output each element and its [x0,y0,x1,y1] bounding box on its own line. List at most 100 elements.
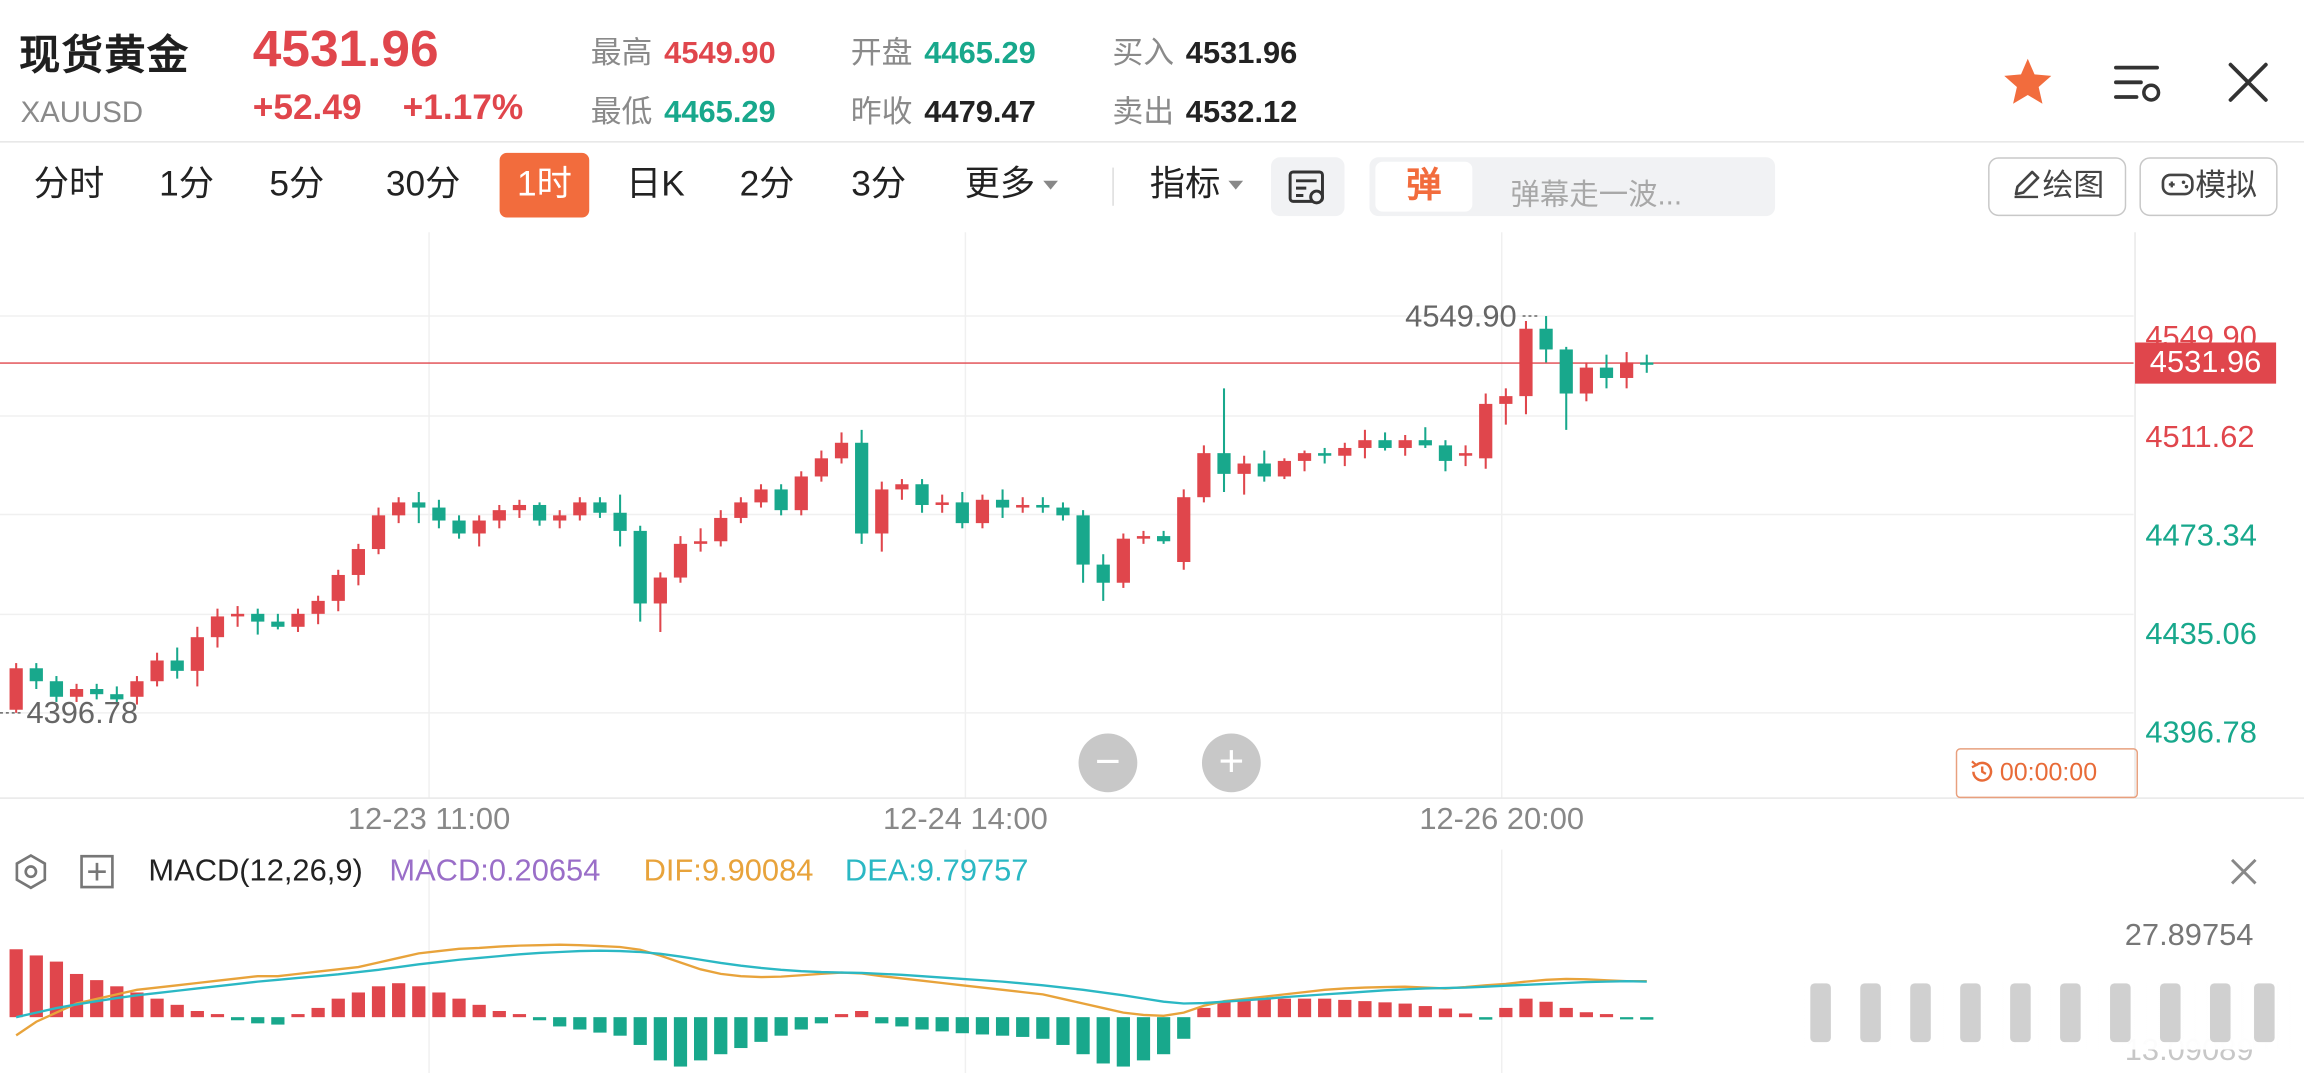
macd-bar [834,1014,849,1018]
pencil-icon [2014,170,2040,199]
macd-bar [1458,1013,1473,1018]
candle-body [1358,440,1372,448]
macd-bar [1620,1017,1634,1020]
macd-bar [1136,1017,1151,1061]
open-value: 4465.29 [924,36,1036,71]
scroll-pips-icon [1810,983,2275,1043]
simulate-button[interactable]: 模拟 [2139,157,2278,217]
layout-settings-button[interactable] [1271,157,1345,217]
macd-bar [1318,998,1332,1018]
candle [311,595,325,625]
tab-daily[interactable]: 日K [625,164,685,205]
candle-body [1559,349,1573,394]
candle [1479,393,1493,469]
macd-bar [1519,998,1533,1018]
macd-bar [895,1017,909,1027]
candle [915,479,929,513]
candle [593,497,607,518]
draw-button[interactable]: 绘图 [1988,157,2127,217]
macd-bar [69,973,84,1018]
macd-bar [1599,1014,1614,1018]
candle-body [875,489,889,534]
macd-bar [492,1010,506,1018]
macd-bar [633,1017,647,1045]
candle-body [210,616,225,638]
tab-3min[interactable]: 3分 [851,164,907,205]
candle [855,429,869,544]
macd-bar [875,1017,889,1024]
candle [895,479,909,500]
tab-1min[interactable]: 1分 [159,164,215,205]
macd-bar [1378,1002,1392,1018]
candle [210,608,225,648]
tab-fenshi[interactable]: 分时 [33,164,105,205]
candle-body [653,577,667,604]
macd-bar [935,1017,949,1032]
candle [633,525,647,622]
macd-bar [1438,1008,1453,1018]
macd-bar [774,1017,788,1036]
candle [1358,429,1372,459]
close-macd-icon[interactable] [2226,854,2261,889]
candle [351,543,365,586]
quote-open: 开盘 4465.29 [851,29,1036,73]
candle [170,647,184,679]
y-axis-tick: 4435.06 [2145,616,2257,651]
candle-body [1620,362,1634,378]
tab-2min[interactable]: 2分 [739,164,795,205]
candle-body [955,502,969,524]
candle-body [331,574,345,601]
candle [814,450,829,482]
macd-bar [653,1017,667,1061]
candle [1056,502,1070,521]
macd-bar [714,1017,728,1055]
tab-30min[interactable]: 30分 [385,164,461,205]
quote-low: 最低 4465.29 [591,88,776,132]
macd-series [9,943,1654,1067]
candle-body [432,507,446,521]
macd-bar [553,1017,567,1027]
candle [1297,450,1312,472]
gamepad-icon [2161,173,2194,196]
macd-bar [371,986,386,1018]
candle [1237,455,1251,495]
candle-body [573,502,587,516]
tab-1hour[interactable]: 1时 [499,152,590,218]
macd-bar [693,1017,708,1061]
tab-5min[interactable]: 5分 [269,164,325,205]
candle [1318,447,1332,464]
high-value: 4549.90 [664,36,776,71]
candle-body [814,458,829,477]
candle-body [130,681,144,697]
macd-bar [915,1017,929,1030]
candle-body [734,502,748,518]
candle-body [1016,504,1030,508]
zoom-in-button[interactable]: + [1201,733,1261,793]
add-indicator-icon[interactable] [78,853,116,891]
barrage-badge[interactable]: 弹 [1375,161,1473,212]
candle-body [1479,403,1493,459]
macd-bar [613,1017,627,1036]
zoom-out-button[interactable]: − [1078,733,1138,793]
close-icon[interactable] [2225,59,2272,106]
candle-body [1599,367,1614,378]
candle [291,608,305,632]
list-settings-icon[interactable] [2112,62,2165,106]
indicator-label: 指标 [1149,164,1221,205]
candle-body [1136,536,1151,539]
tab-more-label: 更多 [964,164,1036,205]
candle [1539,316,1553,363]
header-divider [0,141,2304,143]
price-change: +52.49 [252,88,362,128]
price-chart[interactable]: 4549.90 4511.62 4473.34 4435.06 4396.78 12-23… [0,228,2304,1073]
candle-body [1036,504,1050,508]
x-axis-tick: 12-23 11:00 [348,801,510,836]
macd-bar [190,1010,204,1018]
star-icon[interactable] [2001,56,2054,109]
settings-icon[interactable] [12,853,50,891]
scroll-pips[interactable] [1807,980,2292,1045]
indicator-menu[interactable]: 指标 [1137,153,1255,218]
tab-more[interactable]: 更多 [952,153,1070,218]
countdown-timer[interactable]: 00:00:00 [1955,748,2138,799]
instrument-symbol: XAUUSD [20,97,144,130]
